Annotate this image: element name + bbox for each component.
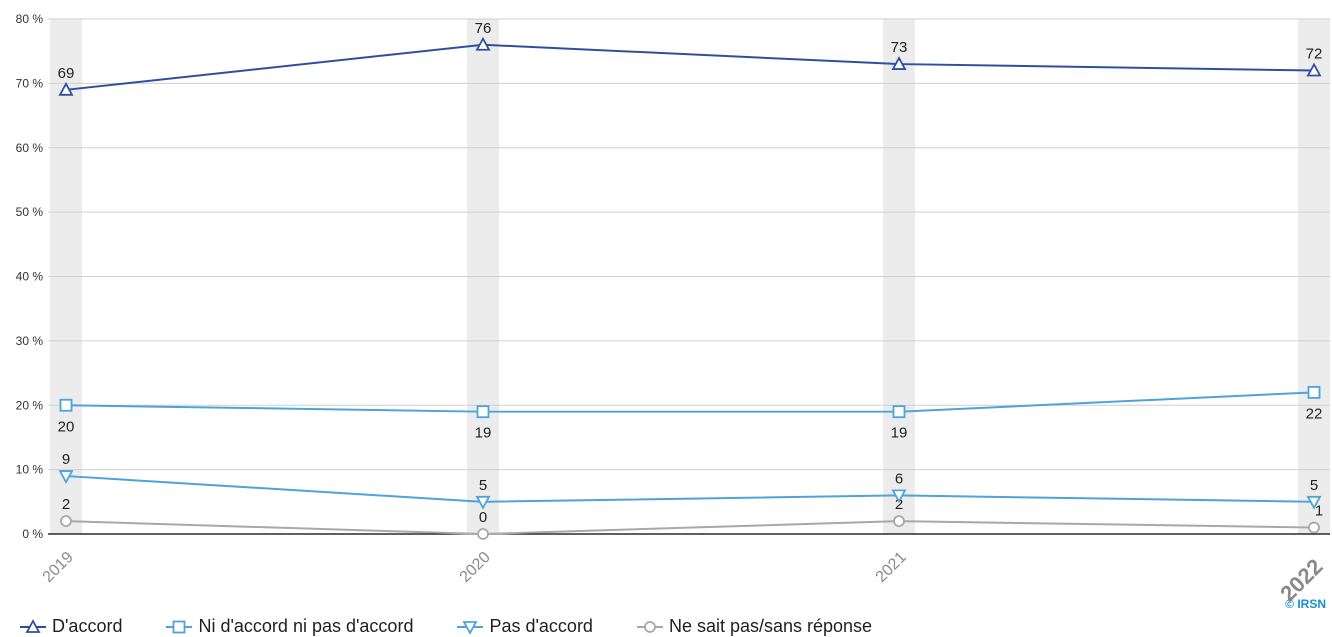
circle-marker-icon [636, 620, 663, 633]
data-label: 19 [475, 425, 492, 442]
data-label: 69 [58, 65, 75, 82]
legend-label: Ni d'accord ni pas d'accord [198, 616, 414, 636]
data-point [476, 405, 490, 419]
data-label: 1 [1315, 503, 1323, 520]
y-tick-label: 50 % [16, 205, 44, 219]
data-point [58, 81, 74, 96]
data-point [58, 470, 74, 484]
data-label: 0 [479, 509, 487, 526]
y-tick-label: 40 % [16, 270, 44, 284]
data-label: 2 [62, 496, 70, 513]
y-tick-label: 0 % [22, 527, 43, 541]
copyright-label: © IRSN [1285, 597, 1326, 611]
data-label: 20 [58, 418, 75, 435]
legend-label: Pas d'accord [489, 616, 593, 636]
series-line [65, 391, 1315, 413]
x-tick-label: 2019 [40, 549, 77, 586]
legend-item: Pas d'accord [457, 616, 593, 637]
triangle-down-marker-icon [457, 620, 484, 635]
data-point [1308, 521, 1320, 534]
legend-item: D'accord [20, 616, 122, 637]
data-label: 2 [895, 496, 903, 513]
line-chart: 0 %10 %20 %30 %40 %50 %60 %70 %80 %2019 2… [16, 12, 1330, 606]
legend-item: Ni d'accord ni pas d'accord [166, 616, 413, 637]
series-line [65, 475, 1315, 503]
data-label: 22 [1306, 405, 1323, 422]
triangle-up-marker-icon [20, 618, 46, 633]
x-tick-label: 2020 [457, 549, 494, 586]
y-tick-label: 80 % [16, 12, 44, 26]
data-point [475, 495, 491, 510]
data-label: 19 [891, 425, 908, 442]
data-point [59, 398, 73, 412]
y-tick-label: 60 % [16, 141, 44, 155]
data-point [891, 56, 907, 70]
y-tick-label: 10 % [16, 463, 44, 477]
data-label: 9 [62, 451, 70, 468]
x-tick-label: 2021 [873, 549, 910, 586]
legend-label: D'accord [52, 616, 123, 636]
series-line [65, 43, 1315, 91]
data-point [1306, 495, 1322, 510]
data-point [1306, 62, 1322, 77]
y-tick-label: 20 % [16, 398, 44, 412]
data-label: 6 [895, 470, 903, 487]
data-label: 76 [475, 20, 492, 37]
series-line [65, 520, 1315, 536]
y-tick-label: 70 % [16, 76, 44, 90]
data-point [475, 36, 491, 51]
legend-item: Ne sait pas/sans réponse [636, 616, 873, 637]
data-point [1307, 385, 1321, 399]
data-label: 5 [479, 477, 487, 494]
legend-label: Ne sait pas/sans réponse [668, 616, 873, 636]
data-point [60, 515, 72, 528]
y-tick-label: 30 % [16, 334, 44, 348]
data-point [892, 405, 906, 419]
data-point [891, 489, 907, 504]
data-label: 72 [1306, 46, 1323, 63]
chart-legend: D'accord Ni d'accord ni pas d'accord Pas d… [20, 616, 916, 637]
data-label: 5 [1310, 477, 1318, 494]
square-marker-icon [166, 620, 193, 633]
data-label: 73 [891, 39, 908, 56]
data-point [893, 515, 905, 528]
data-point [477, 528, 489, 540]
